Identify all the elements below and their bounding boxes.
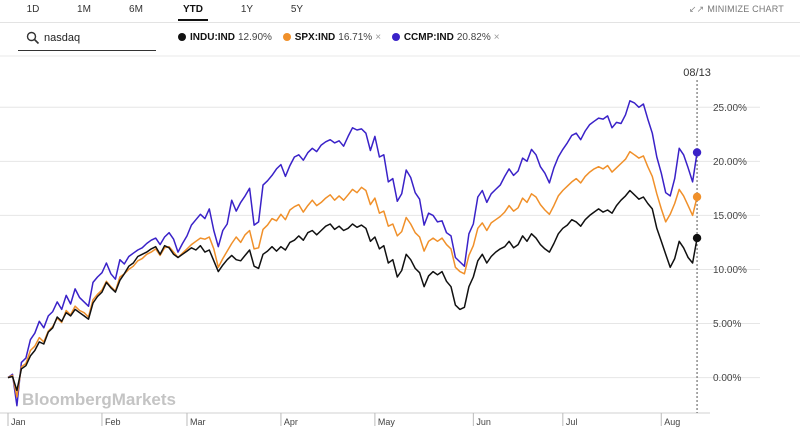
y-tick-label: 20.00%: [713, 157, 747, 168]
range-tab-1d[interactable]: 1D: [26, 4, 40, 15]
y-tick-label: 5.00%: [713, 319, 741, 330]
range-toolbar: 1D 1M 6M YTD 1Y 5Y ↙↗ MINIMIZE CHART: [0, 0, 800, 22]
x-tick-label: Mar: [190, 417, 206, 427]
series-end-point-ccmp[interactable]: [692, 148, 702, 157]
x-tick-label: Feb: [105, 417, 121, 427]
legend-percent: 12.90%: [238, 32, 272, 43]
range-tab-1y[interactable]: 1Y: [240, 4, 254, 15]
bloomberg-watermark: BloombergMarkets: [22, 390, 176, 409]
range-tab-1m[interactable]: 1M: [77, 4, 91, 15]
range-tab-6m[interactable]: 6M: [129, 4, 143, 15]
legend-symbol: SPX:IND: [294, 32, 336, 43]
y-tick-label: 15.00%: [713, 211, 747, 222]
legend-item-indu[interactable]: INDU:IND 12.90%: [178, 32, 272, 43]
x-tick-label: Apr: [284, 417, 298, 427]
series-line-indu: [7, 189, 698, 392]
minimize-chart-button[interactable]: ↙↗ MINIMIZE CHART: [689, 4, 784, 15]
search-input[interactable]: [44, 30, 154, 46]
remove-ccmp-close-icon[interactable]: ×: [493, 32, 500, 43]
legend-item-ccmp[interactable]: CCMP:IND 20.82% ×: [391, 32, 500, 43]
y-tick-label: 10.00%: [713, 265, 747, 276]
x-tick-label: Jul: [566, 417, 578, 427]
legend-symbol: CCMP:IND: [403, 32, 454, 43]
y-tick-label: 0.00%: [713, 373, 741, 384]
minimize-arrows-icon: ↙↗: [688, 4, 705, 14]
legend-percent: 20.82%: [456, 32, 491, 43]
remove-spx-close-icon[interactable]: ×: [375, 32, 382, 43]
series-end-point-indu[interactable]: [692, 233, 702, 243]
range-tab-5y[interactable]: 5Y: [290, 4, 304, 15]
legend-item-spx[interactable]: SPX:IND 16.71% ×: [282, 32, 382, 43]
series-end-point-spx[interactable]: [692, 192, 702, 202]
legend-dot-ccmp: [391, 33, 400, 41]
y-tick-label: 25.00%: [713, 103, 747, 114]
chart-legend: INDU:IND 12.90% SPX:IND 16.71% × CCMP:IND 20…: [178, 32, 508, 46]
toolbar-divider: [0, 22, 800, 23]
minimize-chart-label: MINIMIZE CHART: [707, 4, 784, 14]
legend-symbol: INDU:IND: [190, 32, 235, 43]
x-tick-label: Aug: [664, 417, 680, 427]
legend-dot-spx: [282, 33, 291, 41]
series-line-ccmp: [7, 100, 698, 407]
x-tick-label: Jun: [476, 417, 491, 427]
search-icon: [26, 31, 40, 45]
hover-date-label: 08/13: [683, 67, 711, 79]
range-tab-ytd[interactable]: YTD: [178, 3, 208, 21]
legend-dot-indu: [178, 33, 186, 41]
x-tick-label: Jan: [11, 417, 26, 427]
x-tick-label: May: [378, 417, 396, 427]
legend-percent: 16.71%: [338, 32, 373, 43]
symbol-search: [18, 28, 156, 51]
